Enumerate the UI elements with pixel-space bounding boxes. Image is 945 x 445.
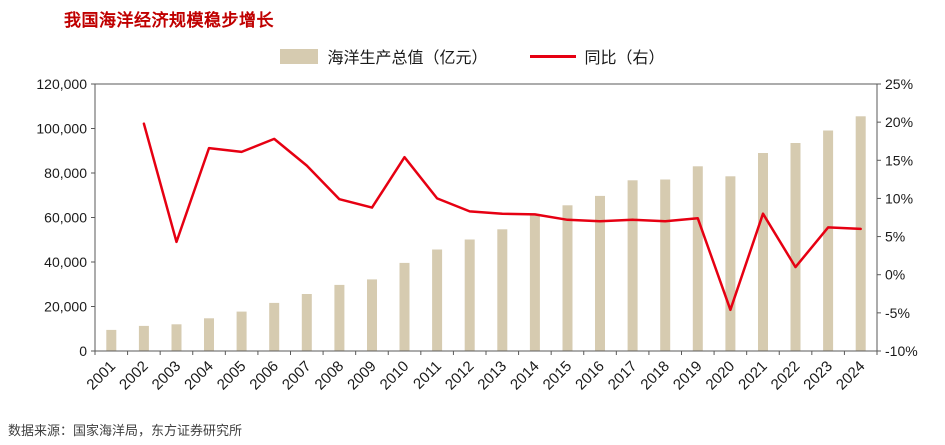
x-axis-label: 2013: [474, 358, 510, 394]
left-axis-label: 120,000: [36, 76, 87, 92]
bar-2018: [660, 179, 671, 351]
bar-2019: [692, 166, 703, 351]
bar-2020: [725, 176, 736, 351]
x-axis-label: 2008: [312, 358, 348, 394]
bar-2017: [627, 180, 638, 351]
x-axis-label: 2017: [605, 358, 641, 394]
right-axis-label: -10%: [885, 343, 918, 359]
bar-2023: [823, 130, 834, 351]
x-axis-label: 2024: [833, 358, 869, 394]
bar-2016: [595, 195, 605, 351]
x-axis-label: 2006: [246, 358, 282, 394]
growth-line: [142, 122, 862, 312]
x-axis-label: 2009: [344, 358, 380, 394]
bar-2004: [204, 318, 214, 351]
bar-2022: [790, 143, 801, 351]
left-axis-label: 80,000: [44, 165, 87, 181]
right-axis-label: 15%: [885, 152, 913, 168]
bar-2003: [171, 324, 182, 351]
bar-2015: [562, 205, 573, 351]
bar-2013: [497, 229, 508, 351]
right-axis-label: 0%: [885, 267, 905, 283]
bar-2012: [464, 239, 475, 351]
bar-2005: [236, 311, 247, 351]
x-axis-label: 2021: [735, 358, 771, 394]
x-axis-label: 2010: [377, 358, 413, 394]
left-axis-label: 40,000: [44, 254, 87, 270]
bar-2011: [432, 249, 443, 351]
bar-2009: [367, 279, 377, 351]
x-axis-label: 2003: [149, 358, 185, 394]
x-axis-label: 2012: [442, 358, 478, 394]
bar-2002: [138, 325, 149, 351]
x-axis-label: 2002: [116, 358, 152, 394]
x-axis-label: 2018: [637, 358, 673, 394]
bar-2008: [334, 284, 345, 351]
x-axis-label: 2022: [768, 358, 804, 394]
legend-item-line: 同比（右）: [529, 44, 665, 68]
right-axis-label: -5%: [885, 305, 910, 321]
x-axis-label: 2020: [703, 358, 739, 394]
bar-2006: [269, 302, 280, 351]
left-axis-label: 60,000: [44, 210, 87, 226]
x-axis-label: 2011: [410, 358, 445, 393]
legend-label-bar: 海洋生产总值（亿元）: [327, 50, 488, 67]
right-axis-label: 10%: [885, 190, 913, 206]
x-axis-label: 2016: [572, 358, 608, 394]
x-axis-label: 2005: [214, 358, 250, 394]
left-axis-label: 0: [79, 343, 87, 359]
chart-legend: 海洋生产总值（亿元） 同比（右）: [0, 44, 945, 68]
legend-item-bar: 海洋生产总值（亿元）: [280, 44, 488, 68]
bar-line-chart: 0 20,000 40,000 60,000 80,000 100,000 120,000 -…: [36, 76, 918, 394]
data-source: 数据来源：国家海洋局，东方证券研究所: [8, 423, 243, 438]
right-axis-label: 20%: [885, 114, 913, 130]
bar-2001: [106, 329, 117, 351]
x-axis-label: 2001: [83, 358, 119, 394]
x-axis-label: 2004: [181, 358, 217, 394]
bar-2010: [399, 262, 410, 351]
right-axis-label: 5%: [885, 229, 905, 245]
left-axis-label: 20,000: [44, 299, 87, 315]
line-series-swatch: [529, 54, 576, 58]
x-axis-label: 2019: [670, 358, 706, 394]
bar-2014: [529, 215, 540, 351]
chart-title: 我国海洋经济规模稳步增长: [64, 11, 274, 30]
x-axis-label: 2015: [540, 358, 576, 394]
bar-2021: [758, 153, 768, 351]
left-axis-label: 100,000: [36, 121, 87, 137]
x-axis-label: 2014: [507, 358, 543, 394]
x-axis-label: 2023: [800, 358, 836, 394]
legend-label-line: 同比（右）: [584, 50, 665, 67]
bar-2007: [301, 294, 312, 351]
x-axis-label: 2007: [279, 358, 315, 394]
right-axis-label: 25%: [885, 76, 913, 92]
bar-series-swatch: [280, 48, 319, 64]
bar-2024: [855, 116, 866, 351]
